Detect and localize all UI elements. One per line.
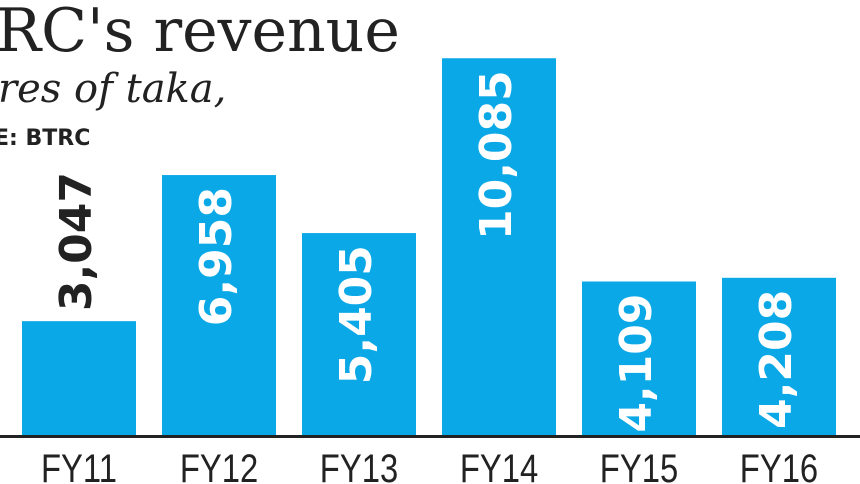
tick-label-fy16: FY16 [740, 446, 818, 484]
chart-source: E: BTRC [0, 126, 90, 151]
bar-fy11 [22, 321, 136, 435]
tick-label-fy13: FY13 [320, 446, 398, 484]
tick-label-fy12: FY12 [180, 446, 258, 484]
chart-title: RC's revenue [0, 0, 400, 66]
value-labels-group: 3,047 6,958 5,405 10,085 4,109 4,208 [51, 70, 802, 432]
bar-fy14 [442, 58, 556, 435]
value-label-fy13: 5,405 [331, 245, 382, 384]
bar-fy12 [162, 175, 276, 435]
value-label-fy15: 4,109 [611, 293, 662, 432]
value-label-fy12: 6,958 [191, 187, 242, 326]
bars-group [22, 58, 836, 435]
bar-fy15 [582, 281, 696, 435]
bar-fy13 [302, 233, 416, 435]
tick-label-fy15: FY15 [600, 446, 678, 484]
tick-label-fy14: FY14 [460, 446, 538, 484]
tick-label-fy11: FY11 [41, 446, 117, 484]
value-label-fy16: 4,208 [751, 290, 802, 429]
value-label-fy11: 3,047 [51, 172, 102, 311]
chart-subtitle: res of taka, [0, 66, 226, 112]
tick-labels-group: FY11 FY12 FY13 FY14 FY15 FY16 [41, 446, 818, 484]
value-label-fy14: 10,085 [471, 70, 522, 240]
bar-fy16 [722, 277, 836, 435]
